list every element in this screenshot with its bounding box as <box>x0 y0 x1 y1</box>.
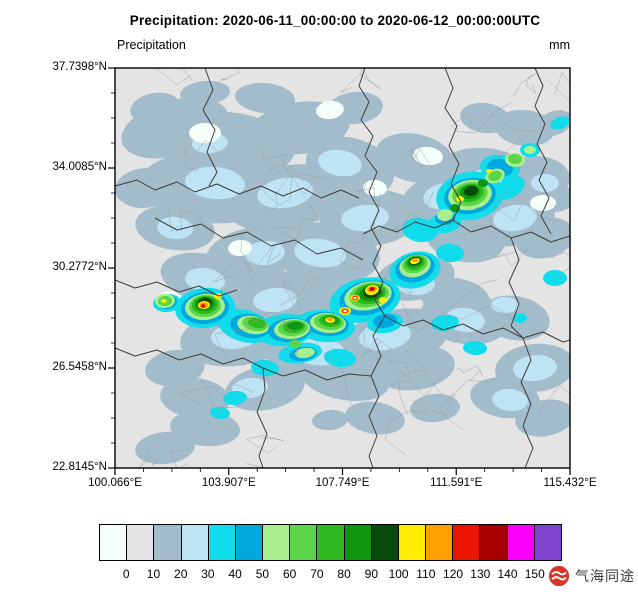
colorbar-label: 0 <box>122 567 130 581</box>
colorbar-cell <box>289 525 317 560</box>
left-axis-title: Precipitation <box>117 38 186 52</box>
y-tick-label: 34.0085°N <box>52 161 107 173</box>
y-tick-label: 26.5458°N <box>52 361 107 373</box>
colorbar-label: 100 <box>388 567 409 581</box>
colorbar-label: 70 <box>310 567 324 581</box>
colorbar-cell <box>533 525 561 560</box>
colorbar-label: 60 <box>282 567 297 581</box>
colorbar-label: 50 <box>255 567 270 581</box>
x-tick-label: 111.591°E <box>430 477 483 489</box>
colorbar-cell <box>262 525 290 560</box>
y-tick-label: 22.8145°N <box>52 461 107 473</box>
axis-ticks <box>108 67 571 475</box>
colorbar-label: 10 <box>146 567 161 581</box>
colorbar-cell <box>234 525 263 560</box>
x-tick-label: 100.066°E <box>88 477 142 489</box>
colorbar-cell <box>153 525 181 560</box>
y-tick-label: 37.7398°N <box>52 61 107 73</box>
precip-field <box>115 68 570 468</box>
colorbar-cell <box>506 525 534 560</box>
colorbar-cell <box>452 525 480 560</box>
county-borders <box>138 68 570 468</box>
colorbar-cell <box>180 525 208 560</box>
colorbar-label: 30 <box>201 567 215 581</box>
colorbar-label: 120 <box>443 567 464 581</box>
province-borders <box>115 68 570 468</box>
watermark: 气海同途 <box>548 565 635 587</box>
colorbar-label: 130 <box>470 567 491 581</box>
colorbar-label: 80 <box>337 567 351 581</box>
colorbar-cell <box>126 525 154 560</box>
colorbar-cell <box>479 525 507 560</box>
watermark-logo-icon <box>548 565 570 587</box>
colorbar-cell <box>370 525 398 560</box>
colorbar-cell <box>316 525 344 560</box>
colorbar-label: 90 <box>364 567 379 581</box>
colorbar-label: 110 <box>416 567 436 581</box>
colorbar-cell <box>425 525 453 560</box>
y-tick-label: 30.2772°N <box>52 261 107 273</box>
watermark-text: 气海同途 <box>575 568 635 584</box>
x-tick-label: 115.432°E <box>543 477 597 489</box>
colorbar-label: 40 <box>228 567 242 581</box>
colorbar-cell <box>100 525 127 560</box>
colorbar-label: 140 <box>497 567 518 581</box>
colorbar-cell <box>207 525 235 560</box>
colorbar-cell <box>343 525 371 560</box>
colorbar-label: 20 <box>174 567 188 581</box>
x-tick-label: 103.907°E <box>201 477 256 489</box>
x-tick-label: 107.749°E <box>315 477 370 489</box>
chart-title: Precipitation: 2020-06-11_00:00:00 to 20… <box>129 13 541 28</box>
units-label: mm <box>549 38 570 52</box>
colorbar-label: 150 <box>524 567 545 581</box>
colorbar <box>99 524 562 561</box>
colorbar-cell <box>397 525 426 560</box>
